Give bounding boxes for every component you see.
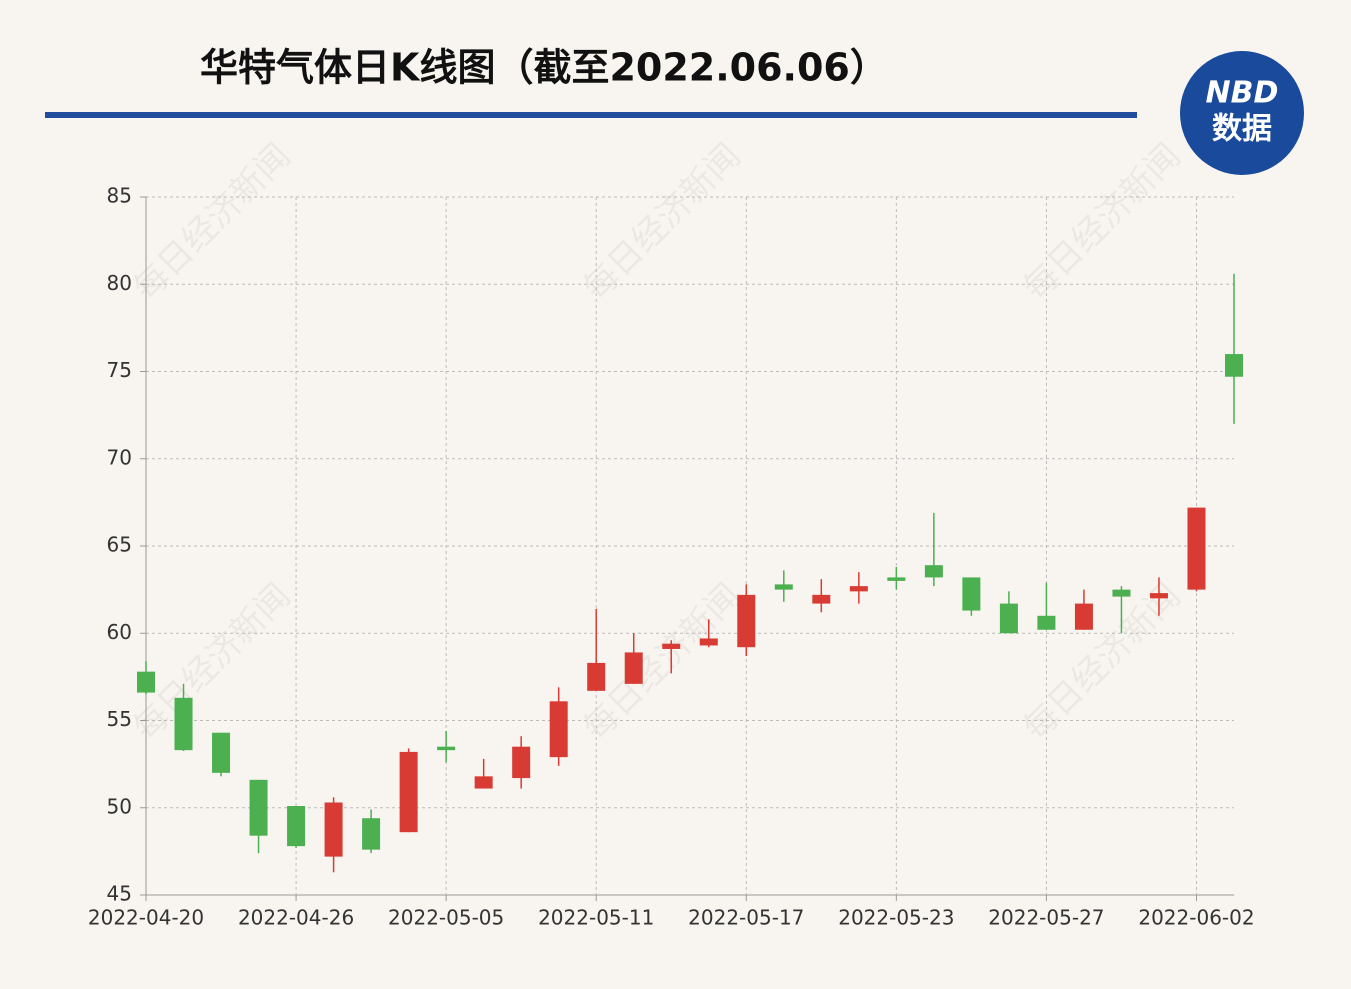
watermark: 每日经济新闻: [126, 136, 299, 309]
watermark: 每日经济新闻: [1016, 576, 1189, 749]
candle-body: [1187, 507, 1206, 590]
candle-body: [1225, 354, 1243, 377]
candle-body: [699, 638, 718, 646]
candle-body: [324, 802, 343, 857]
watermark: 每日经济新闻: [1016, 136, 1189, 309]
x-tick-label: 2022-05-27: [988, 906, 1104, 930]
candle-body: [962, 577, 981, 611]
y-tick-label: 80: [107, 271, 132, 295]
title-rule: [45, 112, 1137, 118]
candle-body: [399, 751, 418, 833]
candle-body: [1037, 615, 1056, 630]
candle-body: [174, 697, 193, 751]
candle-body: [999, 603, 1018, 634]
candle-body: [1149, 593, 1168, 599]
chart-title: 华特气体日K线图（截至2022.06.06）: [200, 46, 888, 90]
x-tick-label: 2022-04-26: [238, 906, 354, 930]
x-tick-label: 2022-06-02: [1138, 906, 1254, 930]
watermark: 每日经济新闻: [126, 576, 299, 749]
y-tick-label: 60: [107, 620, 132, 644]
candle-body: [587, 662, 606, 691]
candle-body: [924, 565, 943, 578]
candle-body: [662, 643, 681, 649]
y-tick-label: 65: [107, 533, 132, 557]
candle-body: [887, 577, 906, 581]
watermark: 每日经济新闻: [576, 576, 749, 749]
candle-body: [512, 746, 531, 779]
x-tick-label: 2022-05-11: [538, 906, 654, 930]
candle-body: [287, 806, 306, 847]
y-tick-label: 50: [107, 794, 132, 818]
watermark: 每日经济新闻: [576, 136, 749, 309]
candle-body: [812, 594, 831, 604]
x-tick-label: 2022-04-20: [88, 906, 204, 930]
y-tick-label: 75: [107, 358, 132, 382]
candle-body: [137, 671, 155, 693]
y-tick-label: 70: [107, 445, 132, 469]
candle-body: [1074, 603, 1093, 630]
candle-body: [1112, 589, 1131, 597]
candle-body: [849, 586, 868, 592]
candle-body: [474, 776, 493, 789]
x-tick-label: 2022-05-05: [388, 906, 504, 930]
y-tick-label: 85: [107, 184, 132, 208]
x-tick-label: 2022-05-17: [688, 906, 804, 930]
candle-body: [437, 746, 456, 751]
logo-text: 数据: [1212, 112, 1272, 147]
candle-body: [737, 594, 756, 648]
candle-body: [624, 652, 643, 684]
candle-body: [549, 701, 568, 758]
candle-body: [249, 779, 268, 836]
y-tick-label: 45: [107, 882, 132, 906]
x-tick-label: 2022-05-23: [838, 906, 954, 930]
logo-text: NBD: [1206, 76, 1279, 111]
candle-body: [212, 732, 231, 773]
y-tick-label: 55: [107, 707, 132, 731]
candle-body: [362, 818, 381, 850]
logo: [1180, 51, 1304, 175]
candle-body: [774, 584, 793, 590]
